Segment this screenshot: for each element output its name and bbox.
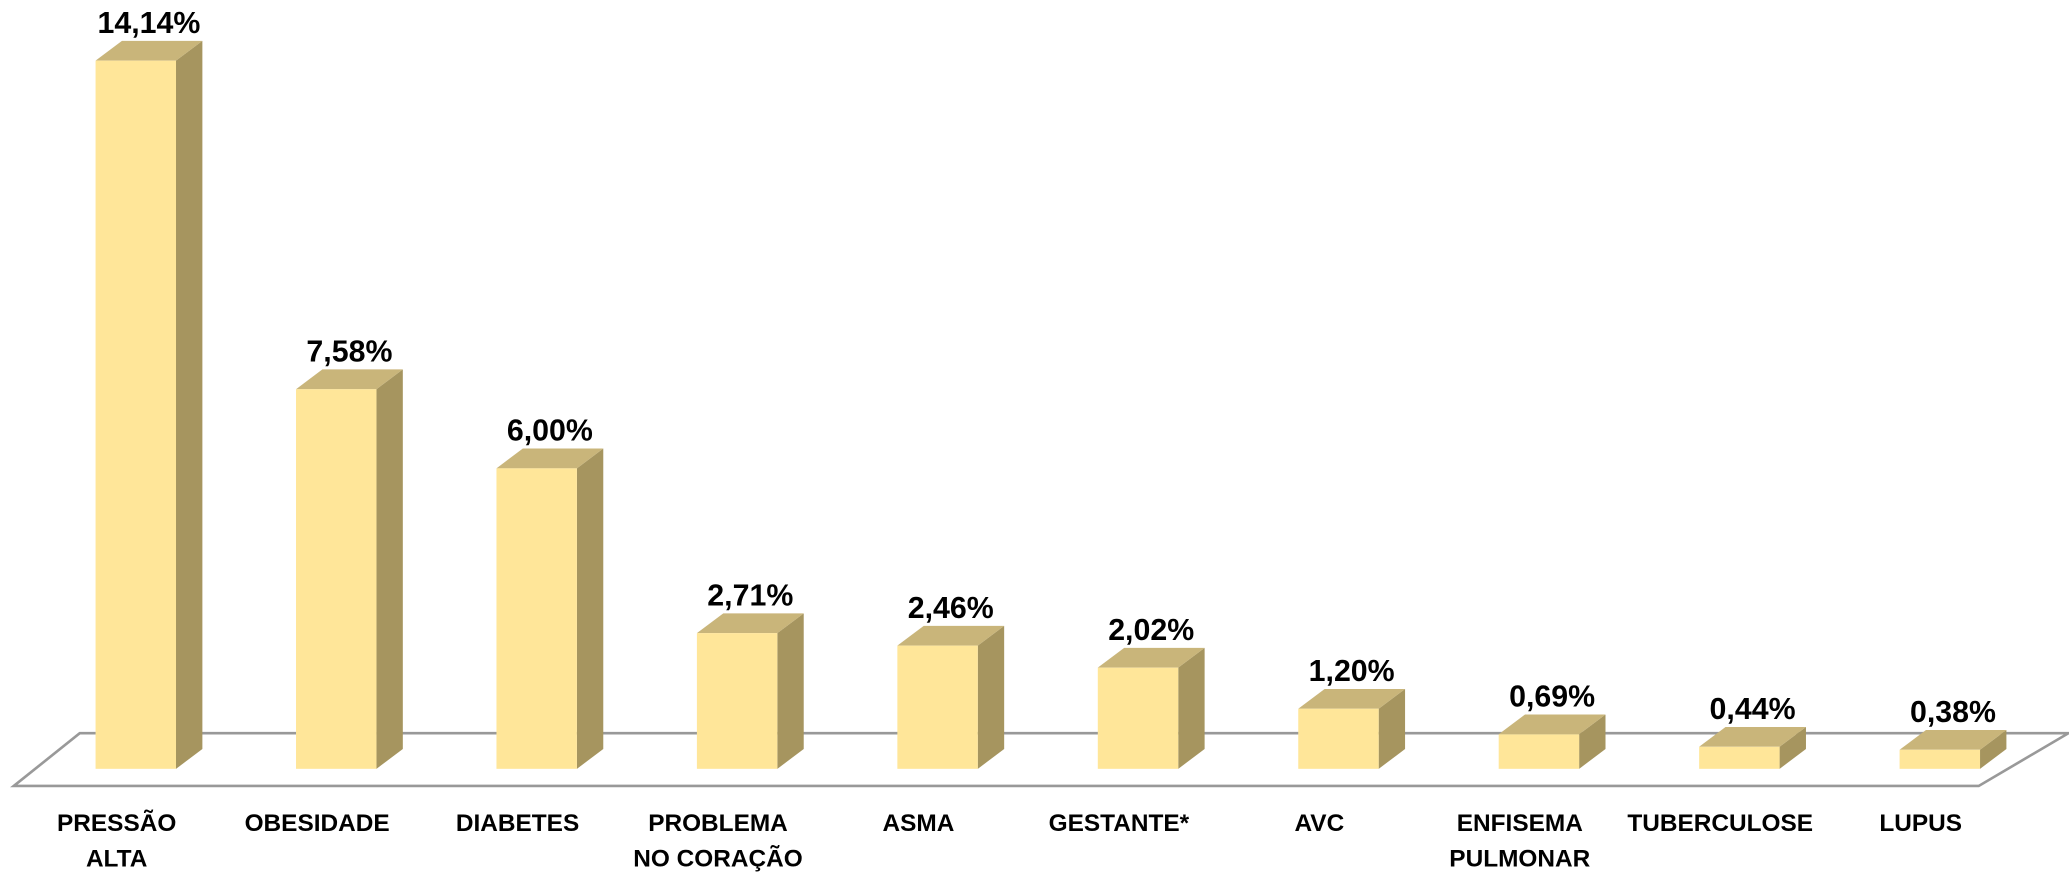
bar-front <box>1097 667 1179 769</box>
bar-front <box>496 468 577 769</box>
value-label: 2,71% <box>707 579 793 612</box>
bar <box>897 625 1005 769</box>
bar-side <box>1980 730 2007 769</box>
bar-front <box>1498 734 1580 769</box>
x-tick-label: OBESIDADE <box>244 808 390 837</box>
x-tick-label: TUBERCULOSE <box>1627 808 1814 837</box>
bar-side <box>576 448 604 769</box>
bar-front <box>897 645 978 769</box>
value-label: 0,69% <box>1509 681 1595 714</box>
x-tick-label-box: DIABETES <box>455 808 580 837</box>
bar-front <box>296 389 377 769</box>
bar-top <box>1699 727 1806 747</box>
value-label: 14,14% <box>98 7 201 40</box>
bar <box>95 40 203 769</box>
bar-top <box>296 369 403 390</box>
x-tick-label-box: PRESSÃO ALTA <box>57 808 177 872</box>
x-tick-label-box: PROBLEMA NO CORAÇÃO <box>633 808 803 872</box>
bar <box>1899 730 2007 769</box>
bar-side <box>1178 647 1205 769</box>
bar-side <box>777 613 804 769</box>
bar-side <box>1779 727 1806 769</box>
value-label: 0,44% <box>1710 693 1796 726</box>
x-tick-label-box: TUBERCULOSE <box>1627 808 1814 837</box>
value-label: 0,38% <box>1910 696 1996 729</box>
x-tick-label: AVC <box>1294 808 1345 837</box>
bar-front <box>1298 708 1379 769</box>
bar-side <box>376 369 403 769</box>
value-label: 2,46% <box>908 592 994 625</box>
bar-top <box>1899 730 2007 750</box>
bar-top <box>95 40 203 61</box>
bar <box>1699 727 1806 769</box>
x-tick-label: LUPUS <box>1879 808 1963 837</box>
x-tick-label: ENFISEMA PULMONAR <box>1449 808 1591 872</box>
bar-front <box>1899 749 1981 769</box>
x-tick-label-box: OBESIDADE <box>244 808 390 837</box>
bar-top <box>1097 647 1205 668</box>
bar <box>696 613 804 769</box>
x-tick-label: PROBLEMA NO CORAÇÃO <box>633 808 803 872</box>
value-label: 7,58% <box>306 336 392 369</box>
bar-top <box>496 448 604 469</box>
bar <box>1298 688 1406 769</box>
floor <box>10 731 2069 788</box>
bar-top <box>696 613 804 634</box>
bar-side <box>176 40 203 769</box>
bar <box>1498 714 1606 769</box>
value-label: 1,20% <box>1309 655 1395 688</box>
bar-top <box>1298 688 1406 709</box>
x-tick-label-box: LUPUS <box>1879 808 1963 837</box>
x-tick-label-box: AVC <box>1294 808 1345 837</box>
x-tick-label-box: ASMA <box>882 808 955 837</box>
bar-front <box>696 633 778 769</box>
bar-top <box>1498 714 1606 735</box>
x-tick-label: PRESSÃO ALTA <box>57 808 177 872</box>
bar-top <box>897 625 1005 646</box>
bar-front <box>1699 746 1780 769</box>
x-tick-label-box: ENFISEMA PULMONAR <box>1449 808 1591 872</box>
bar-side <box>1378 688 1406 769</box>
bar <box>496 448 604 769</box>
bar-side <box>977 625 1005 769</box>
bar-side <box>1579 714 1606 769</box>
bar-front <box>95 60 177 769</box>
x-tick-label: DIABETES <box>455 808 580 837</box>
x-tick-label: GESTANTE* <box>1048 808 1190 837</box>
value-label: 6,00% <box>507 415 593 448</box>
value-label: 2,02% <box>1108 614 1194 647</box>
bar <box>1097 647 1205 769</box>
x-tick-label: ASMA <box>882 808 955 837</box>
bar <box>296 369 403 769</box>
x-tick-label-box: GESTANTE* <box>1048 808 1190 837</box>
